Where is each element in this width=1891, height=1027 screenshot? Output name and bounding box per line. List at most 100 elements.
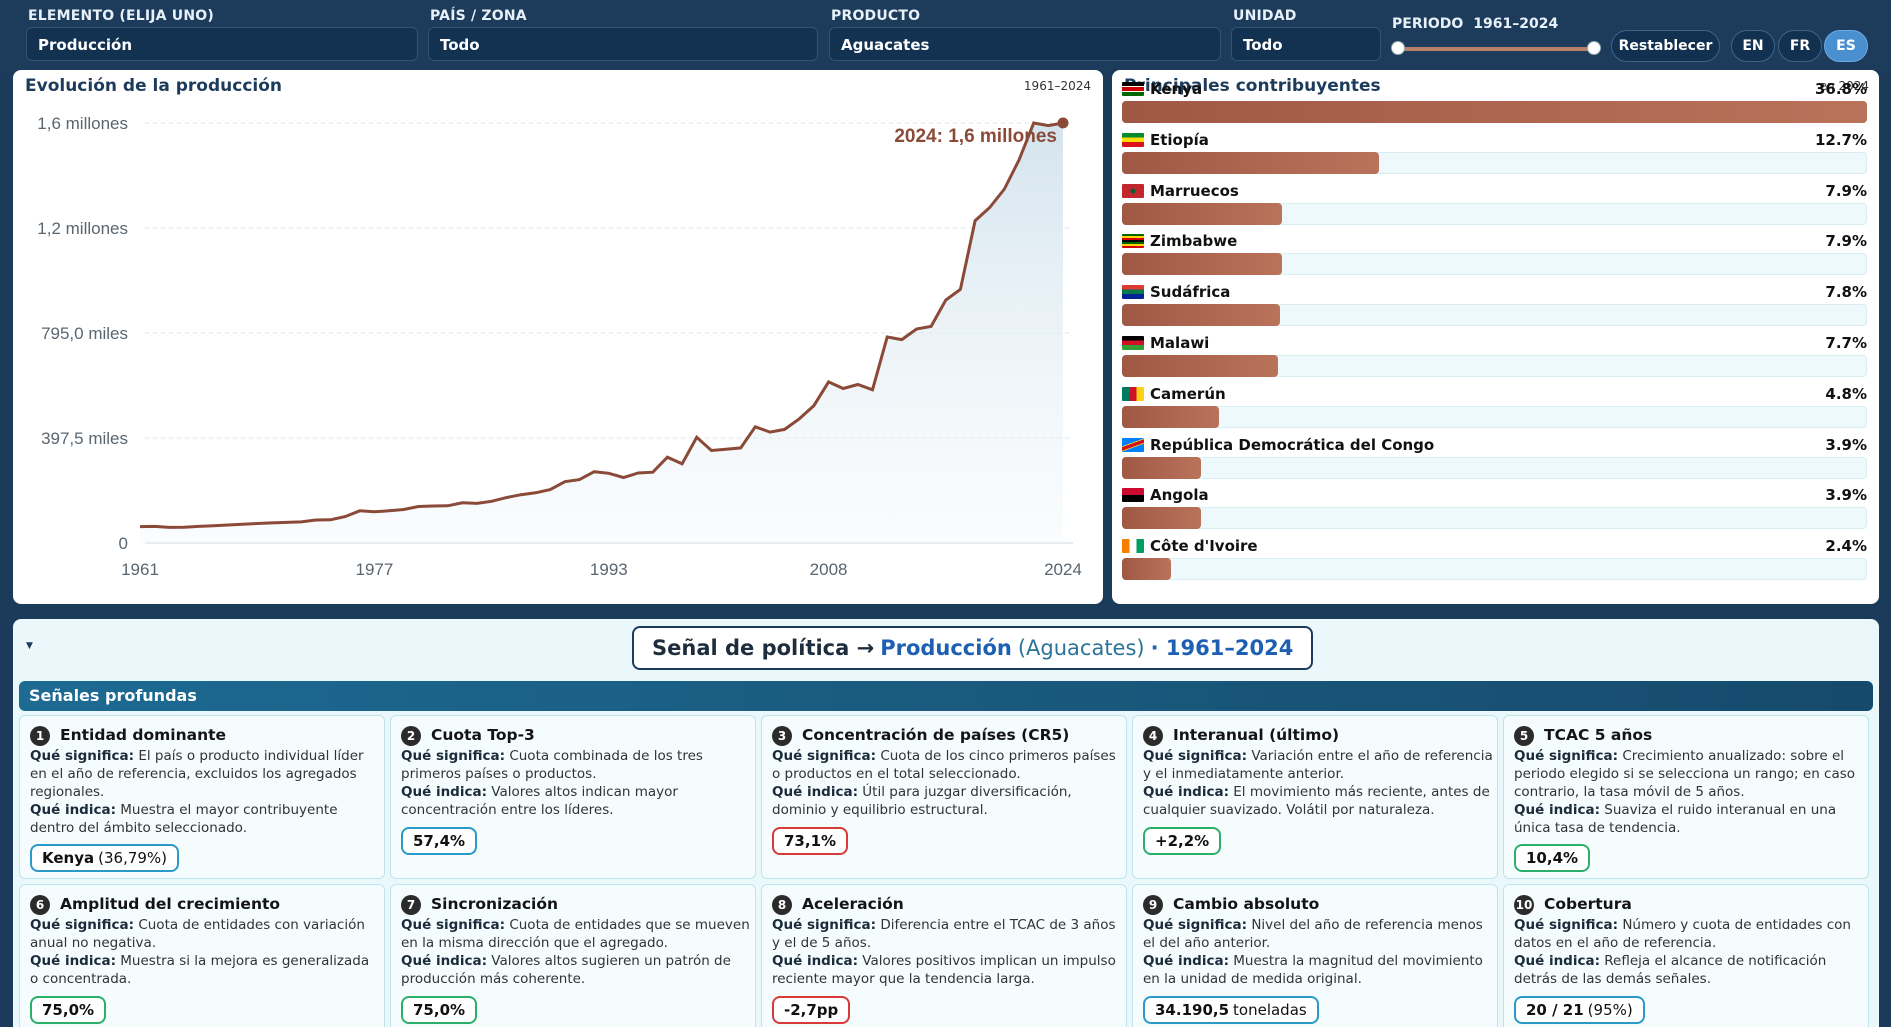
x-tick-label: 1961 bbox=[121, 560, 159, 579]
card-number-badge: 4 bbox=[1143, 726, 1163, 746]
lang-es-button[interactable]: ES bbox=[1824, 30, 1868, 62]
production-area bbox=[140, 123, 1063, 543]
period-slider-track[interactable] bbox=[1398, 47, 1594, 51]
contributor-row[interactable]: Angola 3.9% bbox=[1122, 486, 1867, 536]
means-label: Qué significa: bbox=[401, 917, 506, 933]
indicates-label: Qué indica: bbox=[1514, 802, 1600, 818]
card-means-text: Crecimiento anualizado: sobre el periodo… bbox=[1514, 748, 1856, 800]
contributor-percent: 7.8% bbox=[1825, 283, 1867, 302]
product-filter-label: PRODUCTO bbox=[831, 8, 921, 24]
morocco-flag-icon bbox=[1122, 183, 1144, 198]
contributor-row[interactable]: Malawi 7.7% bbox=[1122, 334, 1867, 384]
contributor-name: República Democrática del Congo bbox=[1150, 435, 1435, 454]
contributor-bar[interactable] bbox=[1122, 304, 1280, 327]
lang-fr-button[interactable]: FR bbox=[1778, 30, 1822, 62]
card-title: TCAC 5 años bbox=[1544, 726, 1653, 744]
card-means-text: Cuota combinada de los tres primeros paí… bbox=[401, 748, 703, 782]
card-number-badge: 10 bbox=[1514, 895, 1534, 915]
angola-flag-icon bbox=[1122, 488, 1144, 503]
means-label: Qué significa: bbox=[30, 748, 135, 764]
signal-card: 2 Cuota Top-3 Qué significa: Cuota combina… bbox=[390, 715, 756, 879]
contributor-name-cell: Sudáfrica bbox=[1122, 283, 1230, 301]
contributor-name: Etiopía bbox=[1150, 130, 1209, 149]
reset-button[interactable]: Restablecer bbox=[1611, 30, 1720, 62]
contributor-bar[interactable] bbox=[1122, 405, 1220, 428]
card-description: Qué significa: Cuota de los cinco primer… bbox=[772, 747, 1122, 819]
contributor-row[interactable]: Sudáfrica 7.8% bbox=[1122, 283, 1867, 333]
card-value: Kenya bbox=[42, 849, 95, 867]
signal-prefix: Señal de política → bbox=[652, 636, 875, 660]
contributor-row[interactable]: Côte d'Ivoire 2.4% bbox=[1122, 537, 1867, 587]
production-chart-title: Evolución de la producción bbox=[25, 76, 283, 96]
country-filter-label: PAÍS / ZONA bbox=[430, 8, 527, 24]
contributor-row[interactable]: Camerún 4.8% bbox=[1122, 385, 1867, 435]
signal-card: 1 Entidad dominante Qué significa: El país… bbox=[19, 715, 385, 879]
malawi-flag-icon bbox=[1122, 336, 1144, 350]
card-title: Aceleración bbox=[802, 895, 904, 913]
card-title: Cuota Top-3 bbox=[431, 726, 535, 744]
y-tick-label: 397,5 miles bbox=[41, 429, 128, 448]
contributor-name-cell: Malawi bbox=[1122, 334, 1209, 352]
contributor-bar[interactable] bbox=[1122, 456, 1201, 479]
card-value-badge: 10,4% bbox=[1514, 844, 1591, 872]
card-value: 10,4% bbox=[1526, 849, 1579, 867]
x-tick-label: 1977 bbox=[355, 560, 393, 579]
contributor-bar-track bbox=[1122, 507, 1867, 530]
latest-value-annotation: 2024: 1,6 millones bbox=[894, 126, 1057, 147]
contributor-bar[interactable] bbox=[1122, 151, 1380, 174]
contributors-subtitle: en 2024 bbox=[1819, 79, 1869, 93]
deep-signals-header: Señales profundas bbox=[19, 681, 1873, 711]
card-number-badge: 8 bbox=[772, 895, 792, 915]
card-value-detail: (36,79%) bbox=[98, 849, 168, 867]
collapse-toggle-icon[interactable]: ▼ bbox=[26, 641, 33, 651]
lang-en-button[interactable]: EN bbox=[1731, 30, 1775, 62]
card-description: Qué significa: Número y cuota de entidad… bbox=[1514, 916, 1864, 988]
card-title: Cobertura bbox=[1544, 895, 1632, 913]
contributor-percent: 7.9% bbox=[1825, 181, 1867, 200]
contributor-row[interactable]: Marruecos 7.9% bbox=[1122, 182, 1867, 232]
card-number-badge: 5 bbox=[1514, 726, 1534, 746]
contributor-bar[interactable] bbox=[1122, 507, 1201, 530]
contributor-bar[interactable] bbox=[1122, 101, 1867, 123]
contributor-row[interactable]: Zimbabwe 7.9% bbox=[1122, 232, 1867, 282]
card-number-badge: 7 bbox=[401, 895, 421, 915]
zimbabwe-flag-icon bbox=[1122, 234, 1144, 249]
element-select[interactable]: Producción bbox=[26, 27, 418, 61]
country-select[interactable]: Todo bbox=[428, 27, 818, 61]
indicates-label: Qué indica: bbox=[1514, 953, 1600, 969]
period-slider-start-handle[interactable] bbox=[1391, 41, 1405, 55]
contributor-bar[interactable] bbox=[1122, 202, 1282, 225]
card-description: Qué significa: El país o producto indivi… bbox=[30, 747, 380, 837]
production-line bbox=[139, 121, 1064, 529]
card-value-badge: 73,1% bbox=[772, 827, 849, 855]
contributor-row[interactable]: Kenya 36.8% bbox=[1122, 80, 1867, 130]
signal-card: 8 Aceleración Qué significa: Diferencia en… bbox=[761, 884, 1127, 1027]
contributor-bar[interactable] bbox=[1122, 558, 1171, 581]
contributor-name-cell: República Democrática del Congo bbox=[1122, 436, 1434, 454]
contributor-row[interactable]: República Democrática del Congo 3.9% bbox=[1122, 436, 1867, 486]
indicates-label: Qué indica: bbox=[401, 953, 487, 969]
signal-card: 5 TCAC 5 años Qué significa: Crecimiento a… bbox=[1503, 715, 1869, 879]
contributor-bar[interactable] bbox=[1122, 253, 1282, 276]
signal-card: 4 Interanual (último) Qué significa: Varia… bbox=[1132, 715, 1498, 879]
unit-select[interactable]: Todo bbox=[1231, 27, 1381, 61]
contributor-percent: 2.4% bbox=[1825, 537, 1867, 556]
latest-point-marker[interactable] bbox=[1057, 117, 1069, 129]
period-slider-end-handle[interactable] bbox=[1587, 41, 1601, 55]
contributor-bar[interactable] bbox=[1122, 355, 1278, 377]
card-means-text: El país o producto individual líder en e… bbox=[30, 748, 364, 800]
card-value-badge: -2,7pp bbox=[772, 996, 851, 1024]
signal-product: (Aguacates) bbox=[1017, 636, 1145, 660]
product-select[interactable]: Aguacates bbox=[829, 27, 1221, 61]
card-value: -2,7pp bbox=[784, 1001, 839, 1019]
contributor-name: Sudáfrica bbox=[1150, 283, 1231, 302]
contributor-name-cell: Côte d'Ivoire bbox=[1122, 537, 1258, 555]
signal-card: 9 Cambio absoluto Qué significa: Nivel del… bbox=[1132, 884, 1498, 1027]
contributor-row[interactable]: Etiopía 12.7% bbox=[1122, 131, 1867, 181]
signal-card: 7 Sincronización Qué significa: Cuota de e… bbox=[390, 884, 756, 1027]
card-means-text: Número y cuota de entidades con datos en… bbox=[1514, 917, 1851, 951]
indicates-label: Qué indica: bbox=[1143, 784, 1229, 800]
indicates-label: Qué indica: bbox=[772, 784, 858, 800]
contributor-name: Kenya bbox=[1150, 80, 1203, 98]
means-label: Qué significa: bbox=[401, 748, 506, 764]
